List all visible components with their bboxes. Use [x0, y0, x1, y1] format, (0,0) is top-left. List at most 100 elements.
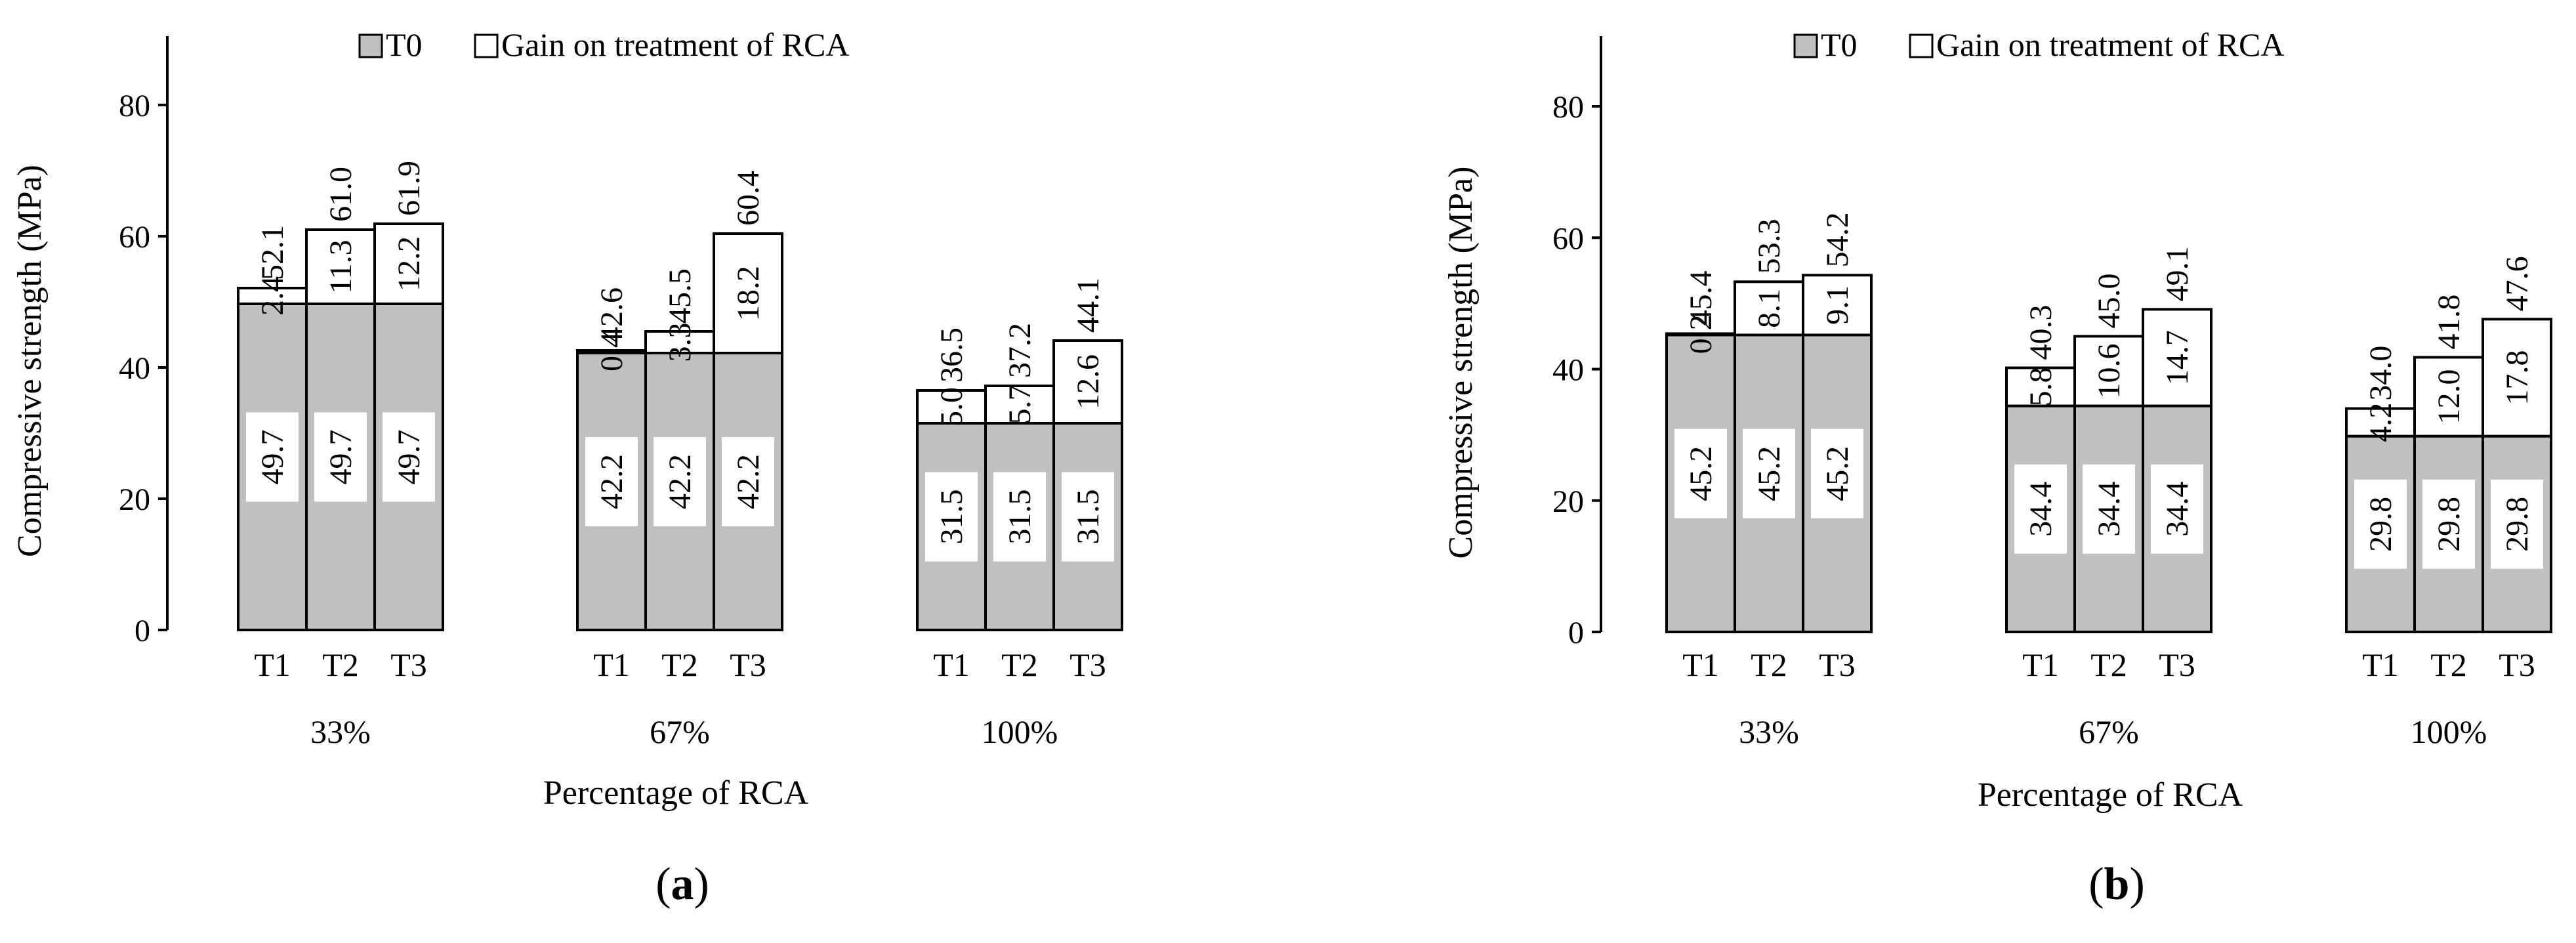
x-group-label: 100% [2411, 713, 2487, 750]
base-value-label: 45.2 [1752, 446, 1787, 501]
x-category-label: T1 [593, 646, 630, 683]
total-value-label: 34.0 [2363, 346, 2398, 401]
y-tick-label: 60 [1552, 221, 1584, 256]
x-category-label: T2 [1001, 646, 1038, 683]
gain-value-label: 4.2 [2363, 403, 2398, 442]
gain-value-label: 2.4 [255, 276, 290, 316]
legend: T0 Gain on treatment of RCA [358, 26, 849, 63]
base-value-box [2083, 464, 2135, 554]
bar-gain-segment [2482, 318, 2552, 438]
gain-value-label: 12.6 [1071, 354, 1106, 409]
y-tick-label: 40 [1552, 353, 1584, 388]
x-group-label: 67% [2079, 713, 2139, 750]
base-value-label: 29.8 [2500, 497, 2535, 552]
legend-label-t0: T0 [386, 26, 423, 63]
bar-gain-segment [644, 330, 715, 354]
base-value-box [925, 472, 978, 562]
base-value-label: 31.5 [1003, 490, 1037, 545]
x-axis-title: Percentage of RCA [1978, 776, 2243, 814]
gain-value-label: 8.1 [1752, 289, 1787, 328]
x-category-label: T1 [2362, 646, 2399, 683]
x-category-label: T3 [1070, 646, 1106, 683]
base-value-label: 49.7 [323, 430, 358, 485]
legend-label-t0: T0 [1821, 26, 1858, 63]
bar-gain-segment [1802, 274, 1873, 337]
total-value-label: 54.2 [1820, 212, 1855, 267]
base-value-label: 34.4 [2160, 482, 2195, 537]
gain-value-label: 0.4 [594, 332, 629, 371]
gain-value-label: 3.3 [663, 323, 697, 362]
panel-label: (b) [2088, 859, 2145, 910]
x-category-label: T1 [1682, 646, 1719, 683]
base-value-label: 49.7 [255, 430, 290, 485]
base-value-label: 42.2 [663, 454, 697, 509]
x-category-label: T3 [730, 646, 766, 683]
x-category-label: T1 [254, 646, 291, 683]
base-value-box [585, 437, 638, 526]
legend: T0 Gain on treatment of RCA [1793, 26, 2284, 63]
base-value-label: 31.5 [934, 490, 969, 545]
base-value-box [1062, 472, 1114, 562]
base-value-label: 29.8 [2432, 497, 2466, 552]
total-value-label: 42.6 [594, 287, 629, 343]
base-value-box [1674, 429, 1727, 518]
x-category-label: T1 [2022, 646, 2059, 683]
x-category-label: T3 [2499, 646, 2535, 683]
x-group-label: 33% [310, 713, 371, 750]
base-value-box [2354, 479, 2407, 569]
gain-value-label: 0.2 [1684, 314, 1718, 354]
base-value-label: 42.2 [731, 454, 766, 509]
gain-value-label: 5.8 [2024, 367, 2058, 407]
bar-gain-segment [1734, 280, 1804, 337]
base-value-box [654, 437, 706, 526]
base-value-label: 45.2 [1684, 446, 1718, 501]
base-value-box [1743, 429, 1795, 518]
gain-value-label: 14.7 [2160, 330, 2195, 385]
y-tick-label: 0 [1568, 616, 1584, 650]
x-category-label: T3 [1819, 646, 1856, 683]
y-tick-label: 80 [1552, 90, 1584, 125]
base-value-label: 34.4 [2092, 482, 2127, 537]
chart-panel-b: 0 20 40 60 80 Compressive strength (MPa) T0 Gai… [1442, 26, 2552, 910]
x-category-label: T3 [390, 646, 427, 683]
base-value-label: 49.7 [392, 430, 426, 485]
bar-gain-segment [2142, 308, 2212, 408]
total-value-label: 52.1 [255, 225, 290, 280]
panel-label: (a) [655, 859, 709, 910]
legend-label-gain: Gain on treatment of RCA [1936, 26, 2284, 63]
legend-label-gain: Gain on treatment of RCA [501, 26, 849, 63]
total-value-label: 36.5 [934, 327, 969, 383]
total-value-label: 45.0 [2092, 273, 2127, 328]
total-value-label: 61.9 [392, 161, 426, 216]
x-group-label: 33% [1739, 713, 1799, 750]
total-value-label: 45.4 [1684, 270, 1718, 325]
x-category-label: T3 [2159, 646, 2195, 683]
base-value-label: 34.4 [2024, 482, 2058, 537]
bar-gain-segment [373, 222, 444, 305]
base-value-label: 45.2 [1820, 446, 1855, 501]
bar-gain-segment [2005, 366, 2076, 408]
base-value-box [314, 412, 367, 502]
x-category-label: T2 [661, 646, 698, 683]
bar-gain-segment [2413, 356, 2484, 438]
bar-gain-segment [984, 385, 1055, 425]
total-value-label: 49.1 [2160, 246, 2195, 301]
gain-value-label: 18.2 [731, 266, 766, 321]
chart-panel-a: 0 20 40 60 80 Compressive strength (MPa) T0 Gai… [11, 26, 1123, 910]
base-value-box [993, 472, 1046, 562]
base-value-box [2491, 479, 2543, 569]
bar-gain-segment [713, 232, 783, 354]
x-axis-title: Percentage of RCA [543, 774, 809, 812]
total-value-label: 61.0 [323, 167, 358, 222]
total-value-label: 44.1 [1071, 278, 1106, 333]
x-category-label: T2 [2090, 646, 2127, 683]
base-value-box [2422, 479, 2475, 569]
legend-swatch-t0 [358, 33, 383, 58]
base-value-label: 31.5 [1071, 490, 1106, 545]
gain-value-label: 11.3 [323, 240, 358, 293]
base-value-box [722, 437, 774, 526]
y-tick-label: 20 [1552, 484, 1584, 519]
x-category-label: T2 [2430, 646, 2467, 683]
base-value-box [383, 412, 435, 502]
